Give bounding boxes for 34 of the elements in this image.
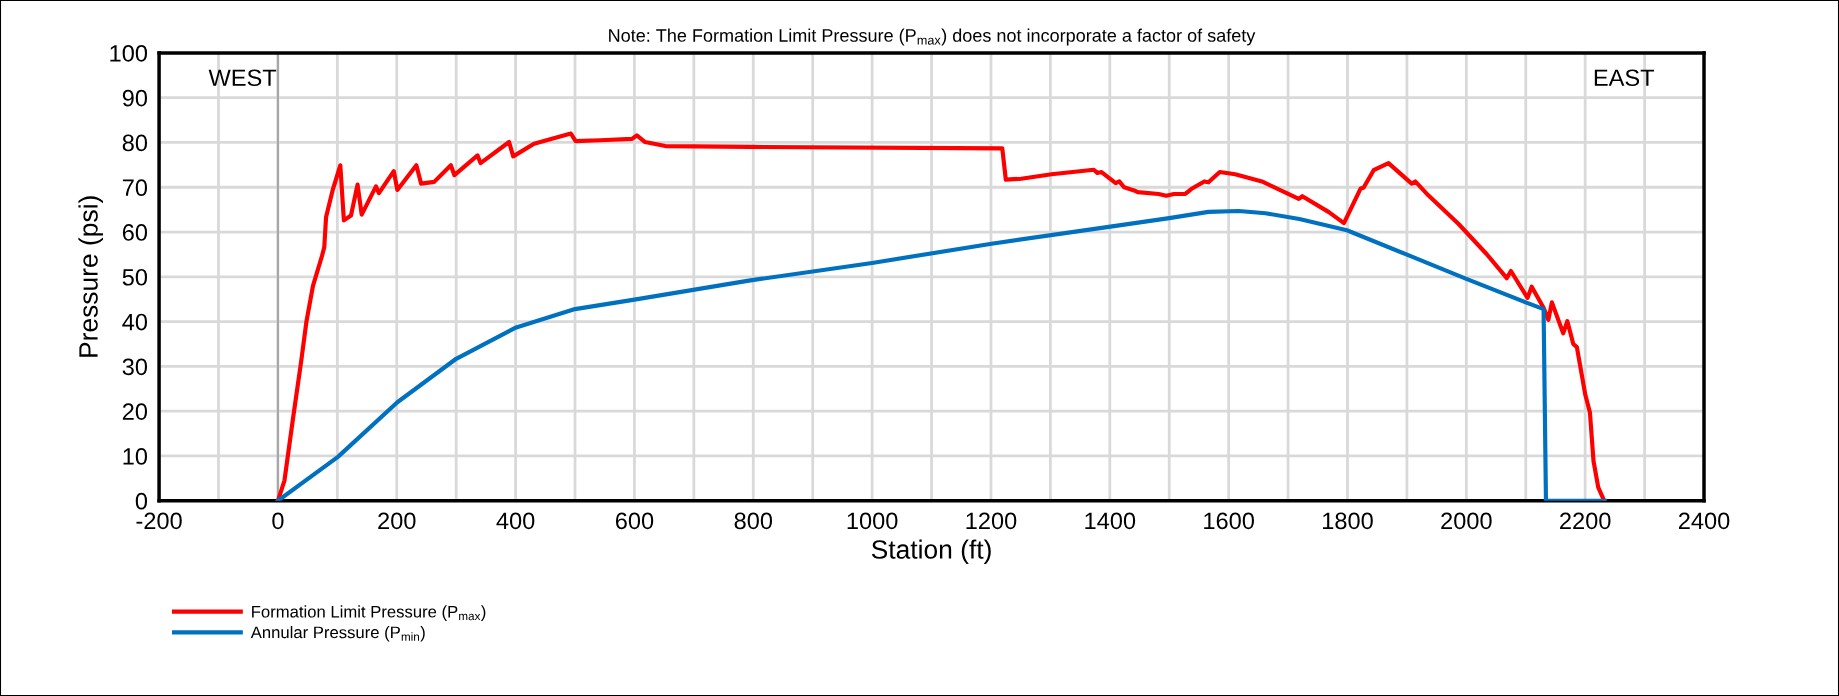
y-tick-label: 0 [135, 492, 148, 510]
line-series [275, 131, 1607, 501]
x-tick-label: 0 [272, 512, 284, 530]
y-tick-label: 40 [122, 313, 148, 331]
x-tick-label: 200 [378, 512, 416, 530]
legend-label: Annular Pressure (P$_{min}$) [250, 626, 425, 642]
y-axis-title: Pressure (psi) [78, 196, 104, 357]
x-tick-label: 2000 [1441, 512, 1492, 530]
y-tick-label: 90 [122, 89, 148, 107]
annotation: EAST [1594, 69, 1655, 87]
y-tick-label: 80 [122, 134, 148, 152]
x-tick-label: 2400 [1678, 512, 1730, 530]
line-series [275, 208, 1607, 501]
x-axis-title: Station (ft) [871, 539, 991, 565]
x-tick-label: 1800 [1323, 512, 1373, 530]
y-tick-label: 10 [123, 448, 148, 465]
y-tick-label: 100 [110, 44, 148, 62]
x-tick-label: 800 [734, 512, 773, 530]
y-tick-label: 70 [122, 179, 148, 197]
legend-label: Formation Limit Pressure (P$_{max}$) [252, 605, 486, 621]
x-tick-label: 1400 [1085, 512, 1136, 530]
annotation: WEST [208, 69, 277, 87]
chart-title: Note: The Formation Limit Pressure (P$_{max}$) does not incorporate a factor of safety [609, 28, 1256, 46]
x-tick-label: 2200 [1560, 512, 1611, 530]
x-tick-label: 1600 [1204, 512, 1254, 530]
y-tick-label: 50 [122, 268, 148, 286]
y-tick-label: 60 [122, 224, 148, 241]
x-tick-label: -200 [136, 512, 182, 530]
x-tick-label: 600 [615, 512, 654, 530]
x-tick-label: 1000 [847, 512, 898, 530]
x-tick-label: 400 [496, 512, 535, 530]
y-tick-label: 30 [122, 358, 148, 376]
x-tick-label: 1200 [966, 512, 1017, 530]
y-tick-label: 20 [122, 403, 148, 420]
